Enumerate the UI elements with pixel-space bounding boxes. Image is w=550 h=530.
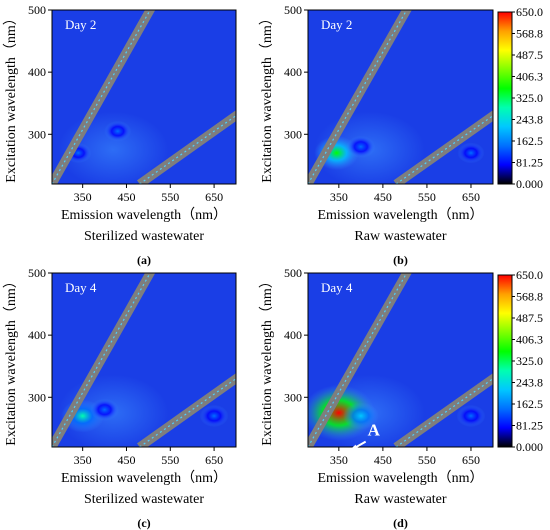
x-tick-label: 550 [418,190,436,204]
plot-frame [307,9,494,185]
panel-label: (c) [137,516,150,530]
sample-label: Raw wastewater [354,229,446,244]
second-order-scatter-band-edge [395,377,493,447]
colorbar-label: 162.5 [516,134,543,148]
second-order-scatter-band-edge [395,114,493,184]
y-axis-label: Excitation wavelength（nm） [3,274,19,445]
x-tick-label: 450 [374,190,392,204]
x-tick-label: 650 [462,190,480,204]
x-tick-label: 350 [74,190,92,204]
panel-label: (d) [393,516,408,530]
x-tick-label: 550 [418,453,436,467]
colorbar-label: 487.5 [516,48,543,62]
colorbar: 650.0 568.8 487.5 406.3 325.0 243.8 162.5 81.25… [497,268,543,454]
fluorescence-peak [104,120,132,142]
y-tick-label: 300 [284,390,302,404]
colorbar-label: 162.5 [516,397,543,411]
colorbar-label: 0.000 [516,177,543,191]
colorbar-label: 325.0 [516,354,543,368]
fluorescence-peak [199,404,229,428]
y-tick-label: 300 [28,390,46,404]
x-tick-label: 350 [330,190,348,204]
fluorescence-peak [90,398,119,421]
annotation-arrow-head [347,444,358,452]
y-tick-label: 500 [284,3,302,17]
x-tick-label: 450 [374,453,392,467]
colorbar-label: 568.8 [516,27,543,41]
sample-label: Sterilized wastewater [84,229,204,244]
y-tick-label: 400 [284,65,302,79]
first-order-scatter-band-edge [308,273,408,447]
y-tick-label: 500 [28,3,46,17]
day-label: Day 2 [321,17,352,32]
panel-label: (b) [393,253,408,267]
colorbar-label: 325.0 [516,91,543,105]
panel-label: (a) [137,253,151,267]
x-tick-label: 650 [205,190,223,204]
y-axis-label: Excitation wavelength（nm） [259,11,275,182]
day-label: Day 4 [65,280,97,295]
fluorescence-peak [456,404,486,428]
colorbar-label: 0.000 [516,440,543,454]
fluorescence-peak [342,402,379,430]
colorbar-label: 406.3 [516,333,543,347]
sample-label: Sterilized wastewater [84,492,204,507]
x-tick-label: 550 [161,190,179,204]
y-tick-label: 400 [284,328,302,342]
fluorescence-peak [346,135,376,158]
plot-frame [51,9,237,185]
y-axis-label: Excitation wavelength（nm） [3,11,19,182]
x-axis-label: Emission wavelength（nm） [61,207,227,223]
first-order-scatter-band-edge [52,273,151,447]
day-label: Day 4 [321,280,353,295]
second-order-scatter-band-edge [139,114,236,184]
sample-label: Raw wastewater [354,492,446,507]
y-tick-label: 300 [284,127,302,141]
plot-frame [51,272,237,448]
first-order-scatter-band-edge [308,10,408,184]
y-axis-label: Excitation wavelength（nm） [259,274,275,445]
colorbar-gradient [497,11,513,185]
day-label: Day 2 [65,17,96,32]
colorbar-label: 487.5 [516,311,543,325]
colorbar-label: 406.3 [516,70,543,84]
x-axis-label: Emission wavelength（nm） [317,207,483,223]
y-tick-label: 400 [28,328,46,342]
y-tick-label: 500 [28,266,46,280]
plot-frame [307,272,494,448]
colorbar-label: 243.8 [516,113,543,127]
colorbar-label: 81.25 [516,156,543,170]
y-tick-label: 400 [28,65,46,79]
colorbar-label: 243.8 [516,376,543,390]
x-tick-label: 650 [205,453,223,467]
colorbar-label: 81.25 [516,419,543,433]
x-axis-label: Emission wavelength（nm） [317,470,483,486]
x-tick-label: 550 [161,453,179,467]
x-tick-label: 450 [117,453,135,467]
panel-a: 350 450 550 650 300 400 500 Day 2 Emission wavel… [3,3,237,267]
x-axis-label: Emission wavelength（nm） [61,470,227,486]
first-order-scatter-band-edge [52,10,151,184]
colorbar-label: 650.0 [516,5,543,19]
x-tick-label: 450 [117,190,135,204]
fluorescence-peak [457,142,485,164]
colorbar: 650.0 568.8 487.5 406.3 325.0 243.8 162.5 81.25… [497,5,543,191]
y-tick-label: 500 [284,266,302,280]
annotation-label: A [368,421,381,440]
x-tick-label: 650 [462,453,480,467]
panel-c: 350 450 550 650 300 400 500 Day 4 Emission wavel… [3,266,237,530]
colorbar-label: 650.0 [516,268,543,282]
y-tick-label: 300 [28,127,46,141]
colorbar-gradient [497,274,513,448]
second-order-scatter-band-edge [139,377,236,447]
panel-b: 350 450 550 650 300 400 500 Day 2 Emission wavel… [259,3,494,267]
colorbar-label: 568.8 [516,290,543,304]
x-tick-label: 350 [330,453,348,467]
x-tick-label: 350 [74,453,92,467]
panel-d: 350 450 550 650 300 400 500 Day 4 Emission wavel… [259,266,494,530]
